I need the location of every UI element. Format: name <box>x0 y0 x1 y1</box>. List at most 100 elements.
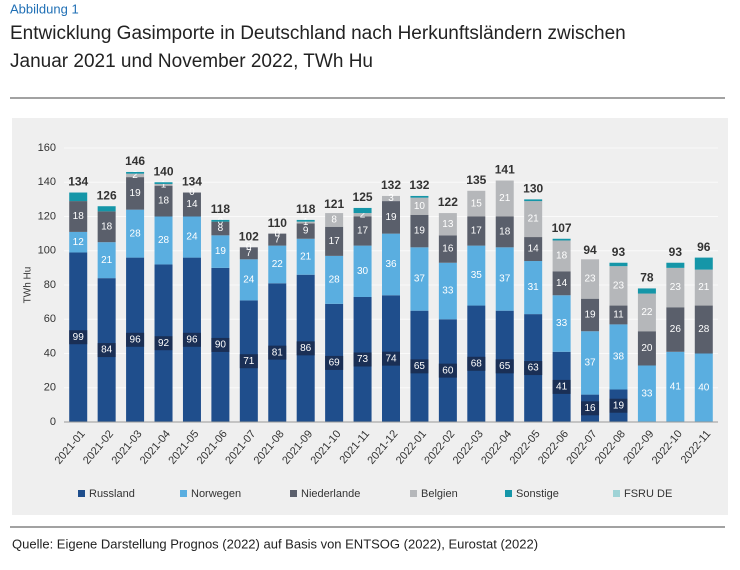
label-box <box>325 355 344 370</box>
data-label: 1 <box>303 217 309 228</box>
total-label: 132 <box>409 178 429 192</box>
y-tick-label: 160 <box>38 142 56 154</box>
label-box <box>296 341 315 356</box>
data-label: 84 <box>101 345 113 356</box>
data-label: 2 <box>132 170 138 181</box>
data-label: 28 <box>698 324 710 335</box>
label-box <box>609 398 628 413</box>
bar-segment <box>182 216 201 258</box>
total-label: 122 <box>438 195 458 209</box>
label-box <box>552 379 571 394</box>
bar-segment <box>694 305 713 354</box>
bar-segment <box>581 259 600 299</box>
data-label: 18 <box>499 227 511 238</box>
bar-segment <box>524 199 543 202</box>
data-label: 14 <box>528 244 540 255</box>
bar-segment <box>239 247 258 260</box>
data-label: 37 <box>499 274 511 285</box>
data-label: 8 <box>331 215 337 226</box>
total-label: 78 <box>640 271 654 285</box>
label-box <box>211 337 230 352</box>
total-label: 118 <box>211 202 231 216</box>
y-tick-label: 40 <box>44 347 56 359</box>
label-box <box>126 332 145 347</box>
bar-segment <box>609 262 628 267</box>
data-label: 99 <box>73 332 85 343</box>
data-label: 33 <box>641 388 653 399</box>
label-box <box>182 332 201 347</box>
bar-segment <box>552 238 571 241</box>
bar-segment <box>609 305 628 325</box>
bar-segment <box>666 267 685 308</box>
bar-segment <box>382 233 400 296</box>
data-label: 73 <box>357 354 369 365</box>
bar-segment <box>382 195 400 202</box>
total-label: 134 <box>68 175 88 189</box>
data-label: 0 <box>189 187 195 198</box>
y-axis-label: TWh Hu <box>23 267 34 304</box>
data-label: 65 <box>414 361 426 372</box>
label-box <box>410 359 429 374</box>
total-label: 126 <box>97 188 117 202</box>
data-label: 21 <box>101 255 113 266</box>
data-label: 0 <box>218 216 224 227</box>
legend-swatch <box>410 490 417 497</box>
label-box <box>438 363 457 378</box>
data-label: 68 <box>471 358 483 369</box>
bar-segment <box>609 324 628 390</box>
data-label: 23 <box>584 274 596 285</box>
label-box <box>69 330 88 345</box>
bar-segment <box>552 240 571 272</box>
data-label: 92 <box>158 338 170 349</box>
bar-segment <box>154 183 173 186</box>
bar-segment <box>666 262 685 268</box>
y-tick-label: 60 <box>44 313 56 325</box>
y-tick-label: 80 <box>44 279 56 291</box>
bar-segment <box>666 351 685 422</box>
data-label: 22 <box>641 307 653 318</box>
data-label: 23 <box>670 282 682 293</box>
data-label: 63 <box>528 363 540 374</box>
data-label: 0 <box>246 242 252 253</box>
data-label: 14 <box>556 278 568 289</box>
data-label: 13 <box>442 219 454 230</box>
label-box <box>268 345 287 360</box>
data-label: 19 <box>414 226 426 237</box>
data-label: 17 <box>357 226 369 237</box>
bar-segment <box>410 195 429 198</box>
data-label: 18 <box>73 211 85 222</box>
bar-segment <box>467 245 486 306</box>
data-label: 10 <box>414 201 426 212</box>
legend-swatch <box>505 490 512 497</box>
total-label: 121 <box>324 197 344 211</box>
data-label: 86 <box>300 343 312 354</box>
data-label: 81 <box>272 347 284 358</box>
data-label: 7 <box>246 248 252 259</box>
bar-segment <box>296 223 315 239</box>
data-label: 41 <box>670 382 682 393</box>
total-label: 94 <box>583 243 597 257</box>
data-label: 96 <box>130 334 142 345</box>
legend-label: Russland <box>89 488 135 500</box>
data-label: 3 <box>388 193 394 204</box>
total-label: 141 <box>495 163 515 177</box>
legend-label: FSRU DE <box>624 488 672 500</box>
bar-segment <box>296 221 315 224</box>
data-label: 16 <box>584 403 596 414</box>
y-tick-label: 100 <box>38 245 56 257</box>
label-box <box>467 356 486 371</box>
bar-segment <box>126 209 145 258</box>
bar-segment <box>296 219 315 222</box>
y-tick-label: 20 <box>44 382 56 394</box>
bar-segment <box>126 173 145 178</box>
bar-segment <box>637 293 656 332</box>
bar-segment <box>353 216 372 246</box>
data-label: 7 <box>274 234 280 245</box>
bar-segment <box>325 226 344 256</box>
data-label: 24 <box>186 232 198 243</box>
bar-segment <box>97 211 116 243</box>
legend-swatch <box>613 490 620 497</box>
label-box <box>353 352 372 367</box>
data-label: 40 <box>698 382 710 393</box>
